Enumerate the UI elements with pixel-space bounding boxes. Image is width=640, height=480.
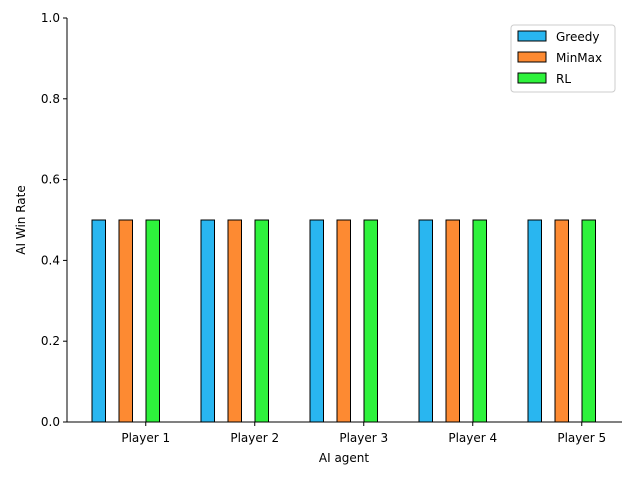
bar-rl-4 [472, 219, 487, 423]
bar-rl-2 [254, 219, 269, 423]
plot-area [91, 219, 596, 423]
bar-greedy-5 [527, 219, 542, 423]
x-tick-label: Player 1 [121, 431, 170, 445]
bar-greedy-3 [309, 219, 324, 423]
x-ticks: Player 1 Player 2 Player 3 Player 4 Player 5 [121, 422, 606, 445]
x-tick-label: Player 4 [448, 431, 497, 445]
legend-label-rl: RL [556, 72, 571, 86]
bar-greedy-4 [418, 219, 433, 423]
y-tick-label: 0.4 [41, 253, 60, 267]
y-axis-title: AI Win Rate [14, 185, 28, 254]
x-axis-title: AI agent [319, 451, 370, 465]
axes [66, 18, 622, 423]
legend-swatch-rl [517, 72, 547, 84]
legend-label-greedy: Greedy [556, 30, 599, 44]
y-tick-label: 0.2 [41, 334, 60, 348]
y-tick-label: 0.8 [41, 92, 60, 106]
bar-minmax-4 [445, 219, 460, 423]
bar-minmax-3 [336, 219, 351, 423]
bar-minmax-1 [118, 219, 133, 423]
y-tick-label: 0.0 [41, 415, 60, 429]
bar-rl-1 [145, 219, 160, 423]
x-tick-label: Player 3 [339, 431, 388, 445]
bar-rl-3 [363, 219, 378, 423]
x-tick-label: Player 5 [557, 431, 606, 445]
bar-minmax-2 [227, 219, 242, 423]
bar-greedy-1 [91, 219, 106, 423]
y-tick-label: 0.6 [41, 173, 60, 187]
bar-rl-5 [581, 219, 596, 423]
bar-minmax-5 [554, 219, 569, 423]
legend-label-minmax: MinMax [556, 51, 602, 65]
bar-greedy-2 [200, 219, 215, 423]
legend-swatch-greedy [517, 30, 547, 42]
x-tick-label: Player 2 [230, 431, 279, 445]
legend: Greedy MinMax RL [510, 24, 616, 93]
y-tick-label: 1.0 [41, 11, 60, 25]
legend-swatch-minmax [517, 51, 547, 63]
y-ticks: 0.0 0.2 0.4 0.6 0.8 1.0 [41, 11, 67, 429]
